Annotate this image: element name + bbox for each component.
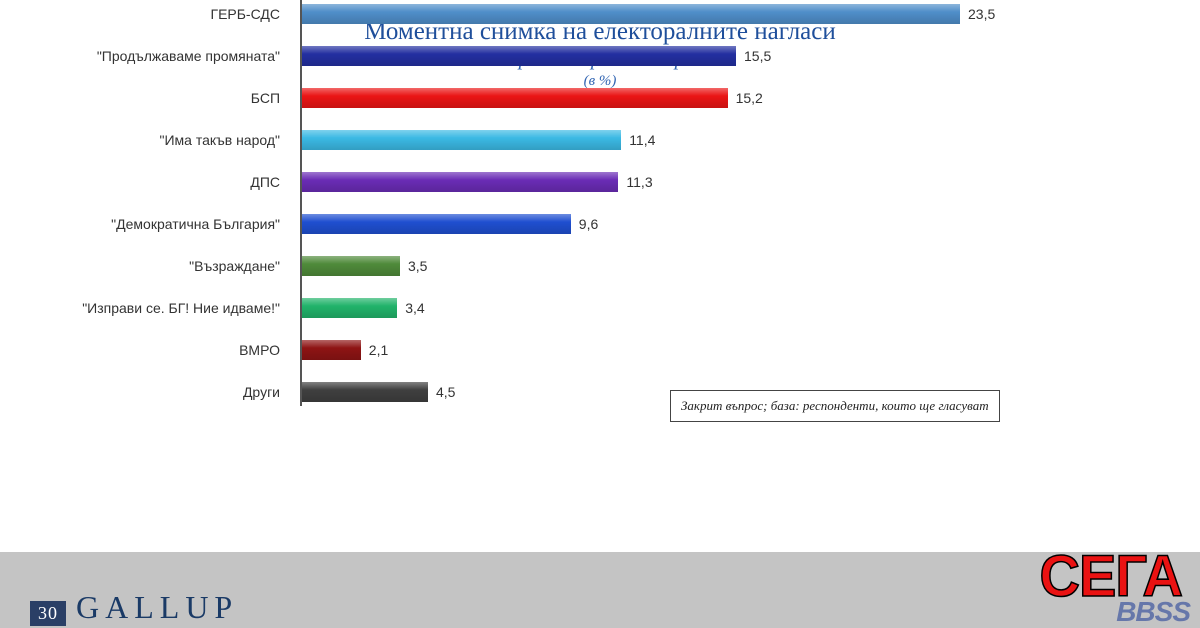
chart-canvas: Моментна снимка на електоралните нагласи… [0,0,1200,628]
chart-row: "Продължаваме промяната" 15,5 [0,42,1200,70]
category-label: ГЕРБ-СДС [0,6,290,22]
value-label: 11,3 [618,174,652,190]
value-label: 15,2 [728,90,763,106]
bar-wrap: 3,5 [302,256,400,276]
bar-dps: 11,3 [302,172,618,192]
category-label: ВМРО [0,342,290,358]
methodology-note: Закрит въпрос; база: респонденти, които … [670,390,1000,422]
value-label: 2,1 [361,342,388,358]
chart-row: БСП 15,2 [0,84,1200,112]
chart-row: "Възраждане" 3,5 [0,252,1200,280]
sega-watermark: СЕГА [1040,541,1182,609]
bar-wrap: 15,2 [302,88,728,108]
chart-row: "Има такъв народ" 11,4 [0,126,1200,154]
chart-row: ГЕРБ-СДС 23,5 [0,0,1200,28]
bar-vazrazhdane: 3,5 [302,256,400,276]
value-label: 9,6 [571,216,598,232]
bar-demokratichna-bulgaria: 9,6 [302,214,571,234]
bar-wrap: 11,3 [302,172,618,192]
bar-bsp: 15,2 [302,88,728,108]
bar-prodalzhavame-promyanata: 15,5 [302,46,736,66]
bar-drugi: 4,5 [302,382,428,402]
bar-wrap: 15,5 [302,46,736,66]
value-label: 11,4 [621,132,655,148]
value-label: 3,4 [397,300,424,316]
value-label: 4,5 [428,384,455,400]
gallup-name: GALLUP [76,589,238,626]
chart-row: ВМРО 2,1 [0,336,1200,364]
value-label: 3,5 [400,258,427,274]
bar-gerb-sds: 23,5 [302,4,960,24]
bar-vmro: 2,1 [302,340,361,360]
category-label: "Изправи се. БГ! Ние идваме!" [0,300,290,316]
bar-wrap: 3,4 [302,298,397,318]
bar-ima-takav-narod: 11,4 [302,130,621,150]
category-label: "Има такъв народ" [0,132,290,148]
category-label: "Демократична България" [0,216,290,232]
chart-row: Други 4,5 [0,378,1200,406]
bar-wrap: 4,5 [302,382,428,402]
bar-wrap: 9,6 [302,214,571,234]
chart-row: "Демократична България" 9,6 [0,210,1200,238]
chart-row: "Изправи се. БГ! Ние идваме!" 3,4 [0,294,1200,322]
gallup-logo: 30 GALLUP [30,589,238,626]
category-label: БСП [0,90,290,106]
bar-wrap: 2,1 [302,340,361,360]
bar-wrap: 11,4 [302,130,621,150]
value-label: 23,5 [960,6,995,22]
category-label: Други [0,384,290,400]
chart-row: ДПС 11,3 [0,168,1200,196]
category-label: ДПС [0,174,290,190]
gallup-badge: 30 [30,601,66,626]
bar-izpravi-se-bg: 3,4 [302,298,397,318]
category-label: "Възраждане" [0,258,290,274]
category-label: "Продължаваме промяната" [0,48,290,64]
bar-wrap: 23,5 [302,4,960,24]
bar-chart: ГЕРБ-СДС 23,5 "Продължаваме промяната" 15,5… [0,0,1200,440]
value-label: 15,5 [736,48,771,64]
